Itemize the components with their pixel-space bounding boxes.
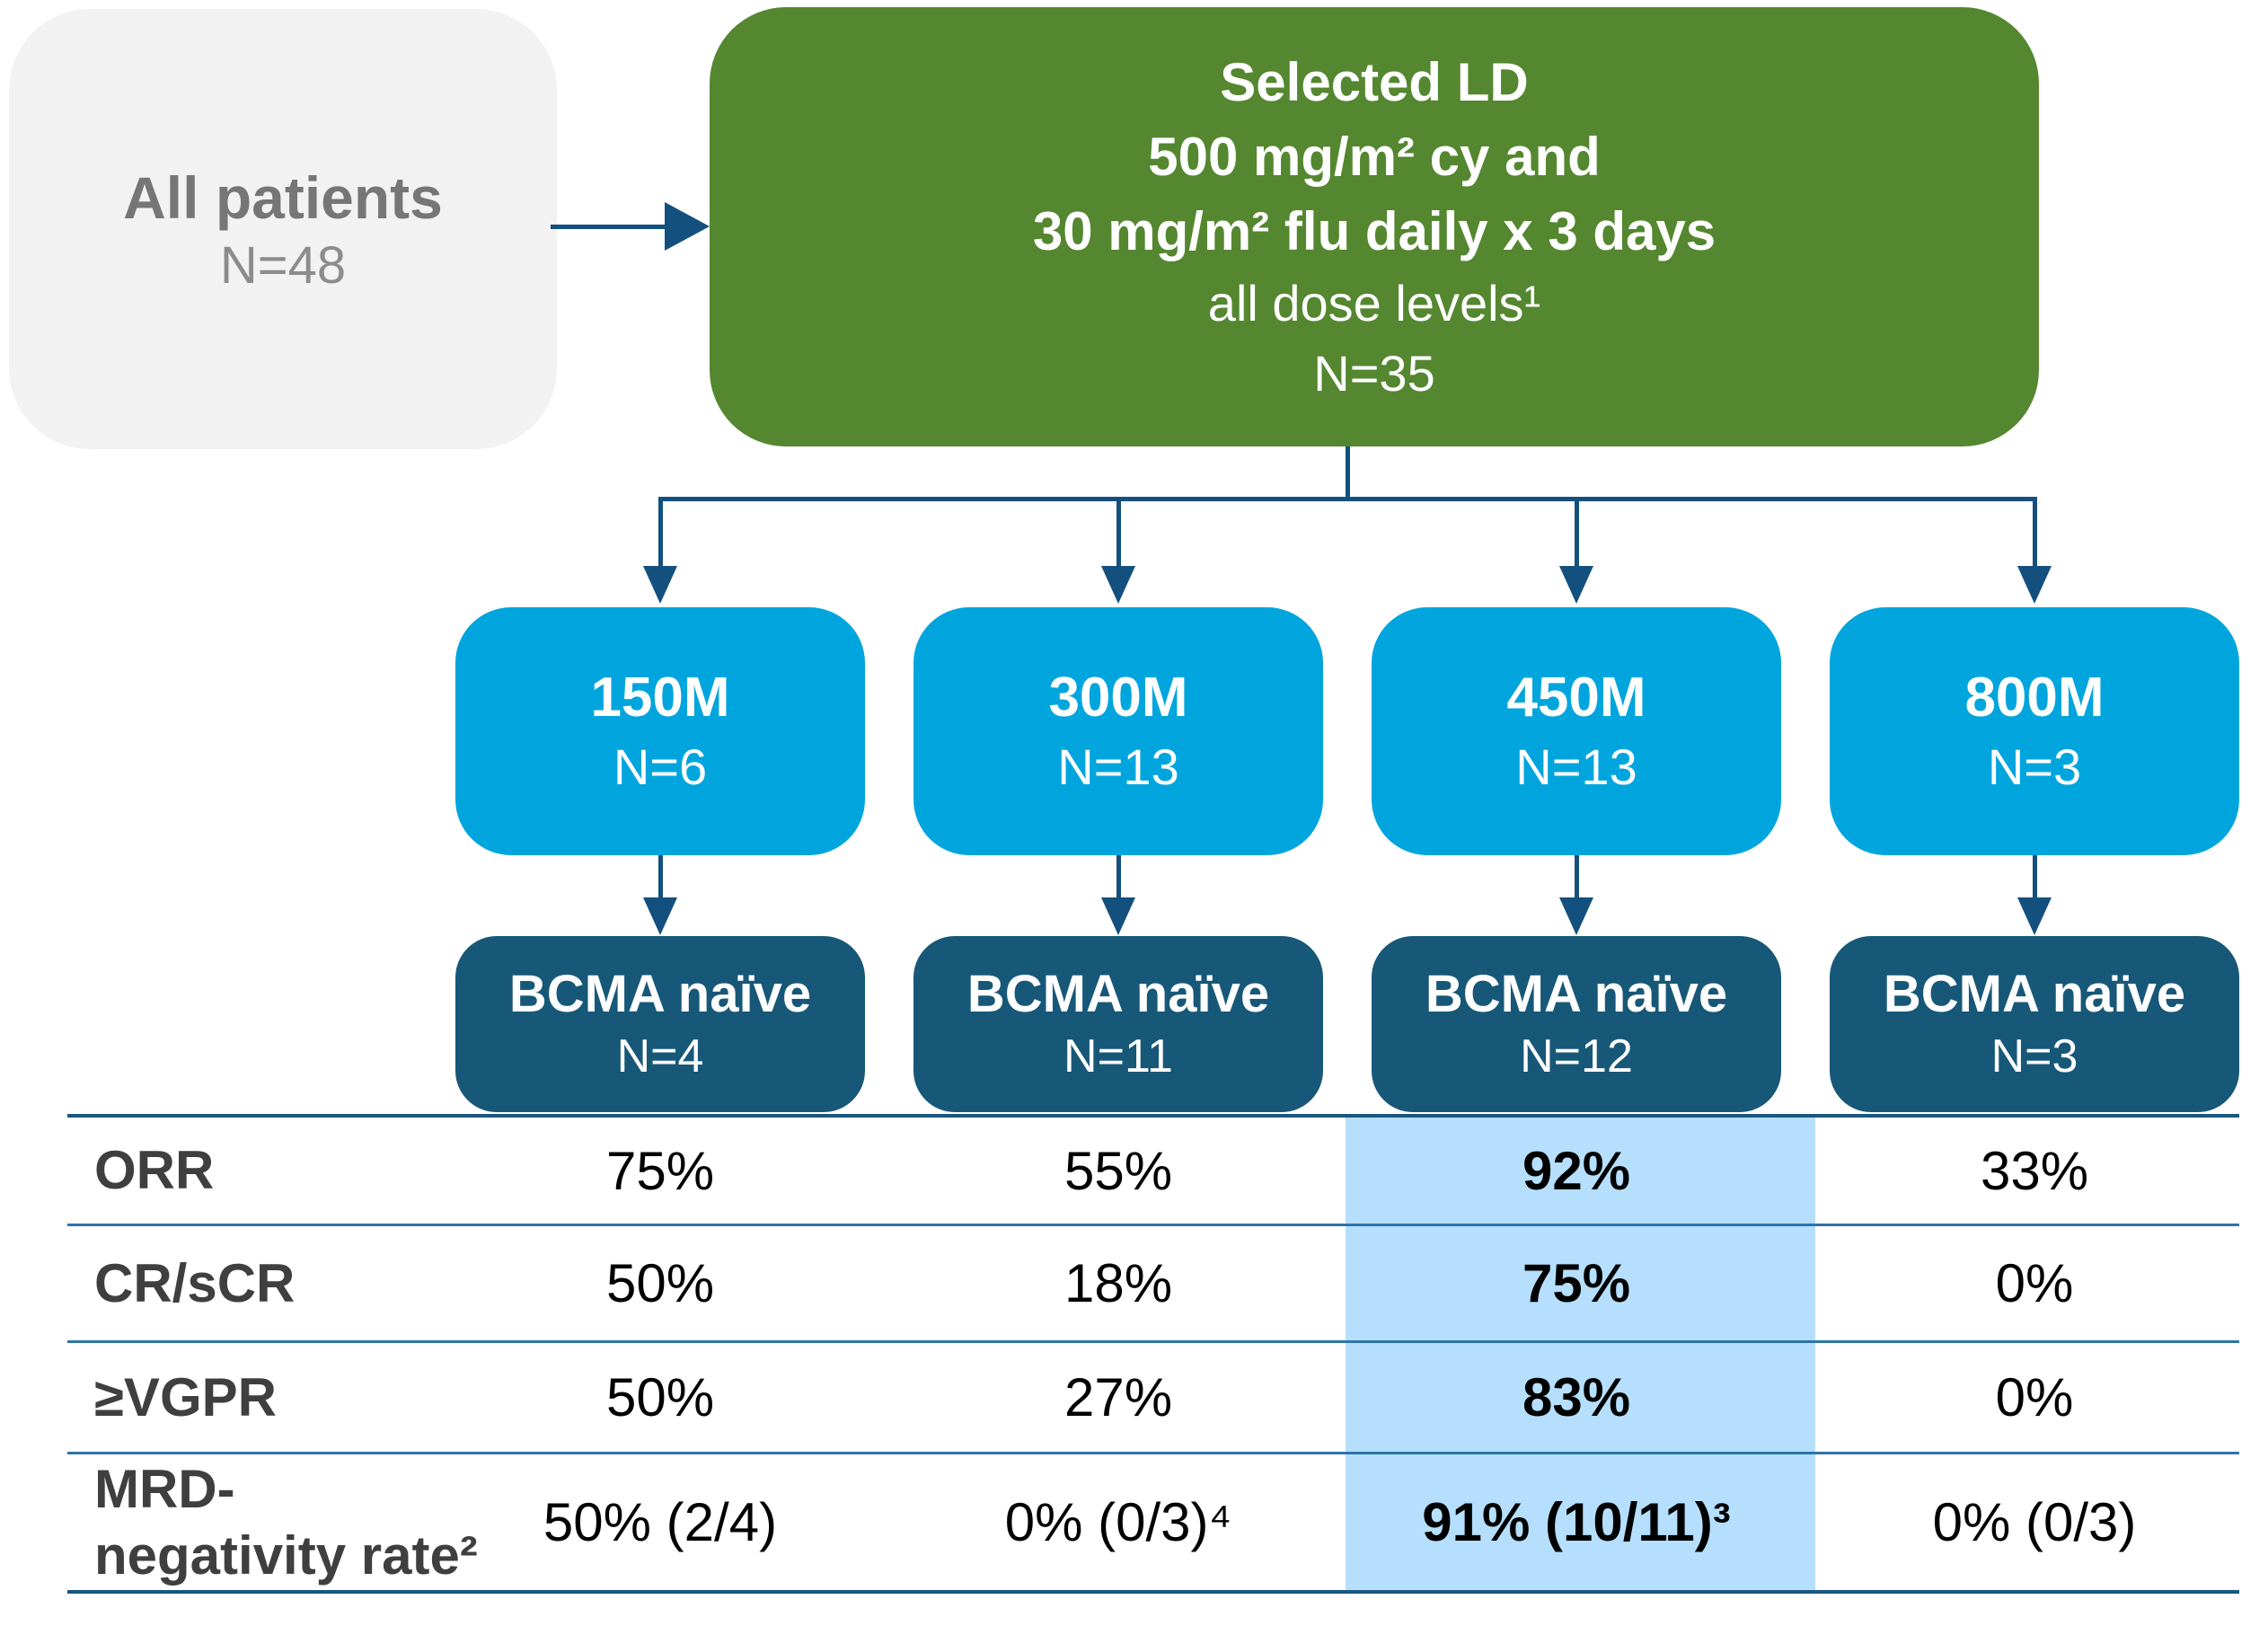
arrow-right-line	[551, 225, 669, 229]
selected-ld-box: Selected LD 500 mg/m² cy and 30 mg/m² fl…	[710, 7, 2039, 446]
dose-n: N=13	[1515, 738, 1637, 795]
dose-box-150m: 150M N=6	[455, 607, 865, 855]
bcma-n: N=4	[616, 1030, 704, 1083]
cell-orr-300m: 55%	[1063, 1140, 1173, 1201]
table-row-mrd: MRD- negativity rate² 50% (2/4) 0% (0/3)…	[0, 1454, 2268, 1590]
mid-arrow-down-icon-4	[2017, 897, 2052, 935]
drop-line-3	[1575, 497, 1579, 569]
cell-vgpr-150m: 50%	[605, 1367, 715, 1427]
cell-crscr-150m: 50%	[605, 1253, 715, 1313]
bcma-n: N=11	[1063, 1030, 1173, 1083]
bcma-box-450m: BCMA naïve N=12	[1372, 936, 1781, 1112]
cell-vgpr-800m: 0%	[1995, 1367, 2074, 1427]
table-row-orr: ORR 75% 55% 92% 33%	[0, 1118, 2268, 1224]
table-line-2	[67, 1340, 2239, 1343]
arrow-down-icon-4	[2017, 566, 2052, 604]
dose-n: N=6	[613, 738, 708, 795]
row-label-orr: ORR	[94, 1140, 215, 1201]
selected-ld-dose-line2: 30 mg/m² flu daily x 3 days	[1032, 200, 1716, 261]
bcma-n: N=12	[1520, 1030, 1633, 1083]
dose-n: N=13	[1057, 738, 1179, 795]
drop-line-1	[658, 497, 663, 569]
table-line-3	[67, 1452, 2239, 1454]
bcma-label: BCMA naïve	[1883, 965, 2186, 1024]
selected-ld-subtext: all dose levels¹	[1207, 275, 1541, 332]
arrow-down-icon-2	[1101, 566, 1135, 604]
table-line-top	[67, 1114, 2239, 1118]
dose-box-300m: 300M N=13	[913, 607, 1323, 855]
bcma-box-300m: BCMA naïve N=11	[913, 936, 1323, 1112]
drop-line-4	[2033, 497, 2037, 569]
mid-line-2	[1116, 855, 1121, 900]
arrow-down-icon-1	[643, 566, 677, 604]
table-row-vgpr: ≥VGPR 50% 27% 83% 0%	[0, 1343, 2268, 1452]
mid-line-1	[658, 855, 663, 900]
mid-arrow-down-icon-1	[643, 897, 677, 935]
table-line-bottom	[67, 1590, 2239, 1594]
cell-orr-800m: 33%	[1980, 1140, 2089, 1201]
cell-mrd-800m: 0% (0/3)	[1932, 1492, 2137, 1552]
all-patients-title: All patients	[123, 163, 443, 231]
mid-arrow-down-icon-3	[1559, 897, 1593, 935]
cell-crscr-450m: 75%	[1522, 1253, 1631, 1313]
mid-line-3	[1575, 855, 1579, 900]
cell-crscr-800m: 0%	[1995, 1253, 2074, 1313]
row-label-vgpr: ≥VGPR	[94, 1366, 277, 1427]
selected-ld-title: Selected LD	[1220, 52, 1529, 113]
cell-orr-150m: 75%	[605, 1140, 715, 1201]
all-patients-n: N=48	[219, 236, 347, 296]
selected-ld-dose-line1: 500 mg/m² cy and	[1148, 126, 1601, 187]
mid-arrow-down-icon-2	[1101, 897, 1135, 935]
table-line-1	[67, 1224, 2239, 1226]
cell-mrd-150m: 50% (2/4)	[543, 1492, 778, 1552]
dose-label: 450M	[1506, 667, 1646, 729]
mid-line-4	[2033, 855, 2037, 900]
cell-vgpr-300m: 27%	[1063, 1367, 1173, 1427]
cell-crscr-300m: 18%	[1063, 1253, 1173, 1313]
arrow-right-icon	[665, 202, 710, 251]
dose-box-800m: 800M N=3	[1830, 607, 2239, 855]
dose-label: 150M	[590, 667, 730, 729]
bcma-n: N=3	[1990, 1030, 2078, 1083]
connector-stem	[1346, 446, 1350, 499]
table-row-crscr: CR/sCR 50% 18% 75% 0%	[0, 1226, 2268, 1340]
bcma-box-150m: BCMA naïve N=4	[455, 936, 865, 1112]
all-patients-box: All patients N=48	[9, 9, 557, 449]
dose-box-450m: 450M N=13	[1372, 607, 1781, 855]
row-label-crscr: CR/sCR	[94, 1252, 296, 1313]
selected-ld-n: N=35	[1313, 344, 1435, 402]
highlight-column-450m	[1346, 1118, 1815, 1592]
dose-n: N=3	[1987, 738, 2082, 795]
cell-vgpr-450m: 83%	[1522, 1367, 1631, 1427]
cell-orr-450m: 92%	[1522, 1140, 1631, 1201]
bcma-label: BCMA naïve	[966, 965, 1270, 1024]
bcma-box-800m: BCMA naïve N=3	[1830, 936, 2239, 1112]
connector-line	[658, 497, 2037, 501]
bcma-label: BCMA naïve	[508, 965, 812, 1024]
cell-mrd-300m: 0% (0/3)⁴	[1004, 1492, 1232, 1552]
drop-line-2	[1116, 497, 1121, 569]
dose-label: 800M	[1964, 667, 2105, 729]
row-label-mrd: MRD- negativity rate²	[94, 1459, 478, 1586]
cell-mrd-450m: 91% (10/11)³	[1422, 1492, 1731, 1552]
dose-label: 300M	[1048, 667, 1188, 729]
arrow-down-icon-3	[1559, 566, 1593, 604]
bcma-label: BCMA naïve	[1425, 965, 1728, 1024]
